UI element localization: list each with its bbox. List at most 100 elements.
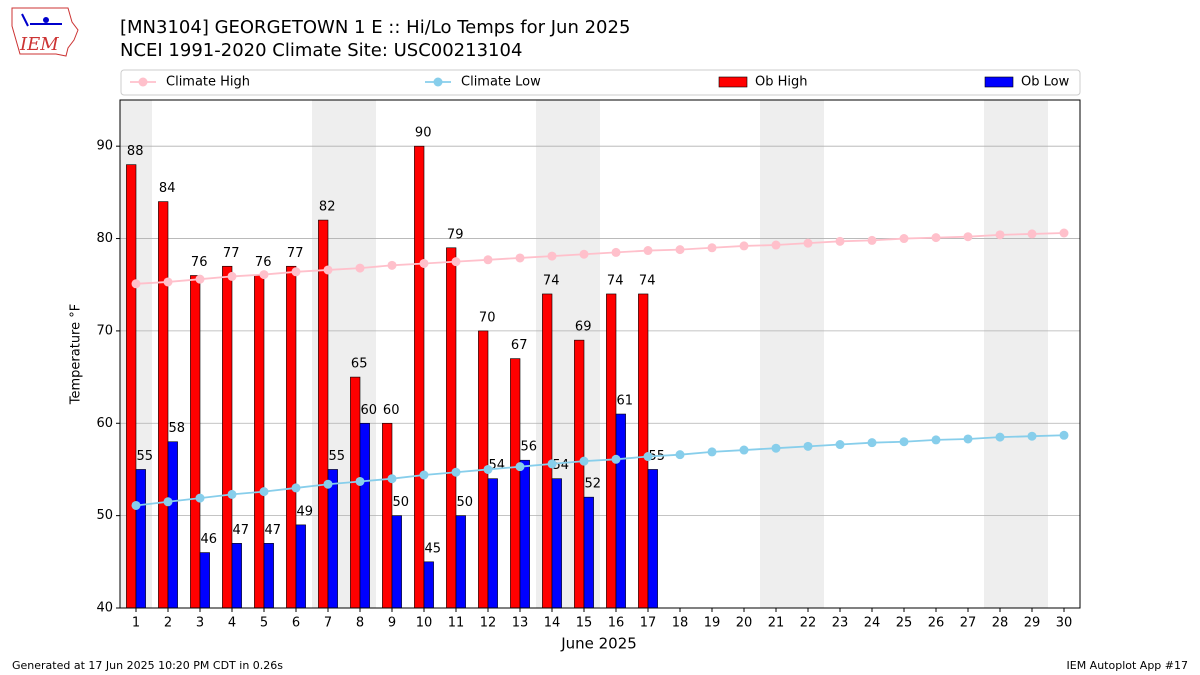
bar xyxy=(359,422,370,609)
data-label: 90 xyxy=(415,126,432,141)
bar xyxy=(135,469,146,609)
line-point xyxy=(227,489,237,499)
bar xyxy=(519,459,530,609)
data-label: 65 xyxy=(351,357,368,372)
line-point xyxy=(707,243,717,253)
data-label: 74 xyxy=(639,273,656,288)
line-point xyxy=(995,230,1005,240)
line-point xyxy=(291,267,301,277)
line-point xyxy=(355,263,365,273)
weekend-shade xyxy=(760,100,824,608)
legend-label: Ob Low xyxy=(1021,75,1070,90)
line-point xyxy=(419,258,429,268)
line-point xyxy=(323,479,333,489)
bar xyxy=(254,275,265,609)
line-point xyxy=(1059,430,1069,440)
x-tick-label: 6 xyxy=(292,616,300,631)
line-point xyxy=(803,441,813,451)
bar xyxy=(286,265,297,609)
line-point xyxy=(515,462,525,472)
line-point xyxy=(195,493,205,503)
bar xyxy=(350,376,361,609)
x-tick-label: 27 xyxy=(960,616,977,631)
data-label: 74 xyxy=(607,273,624,288)
line-point xyxy=(483,464,493,474)
line-point xyxy=(899,437,909,447)
data-label: 77 xyxy=(287,246,304,261)
chart-subtitle: NCEI 1991-2020 Climate Site: USC00213104 xyxy=(120,40,522,61)
line-point xyxy=(547,251,557,261)
bar xyxy=(263,543,274,609)
data-label: 61 xyxy=(617,394,634,409)
bar xyxy=(222,265,233,609)
bar xyxy=(551,478,562,609)
line-point xyxy=(739,445,749,455)
line-point xyxy=(899,234,909,244)
line-point xyxy=(835,236,845,246)
weekend-shade xyxy=(984,100,1048,608)
data-label: 52 xyxy=(585,477,602,492)
data-label: 46 xyxy=(201,532,218,547)
data-label: 70 xyxy=(479,310,496,325)
line-point xyxy=(131,279,141,289)
data-label: 84 xyxy=(159,181,176,196)
x-tick-label: 20 xyxy=(736,616,753,631)
y-axis-label: Temperature °F xyxy=(69,304,84,405)
line-point xyxy=(227,271,237,281)
bar xyxy=(167,441,178,609)
line-point xyxy=(739,241,749,251)
x-tick-label: 10 xyxy=(416,616,433,631)
x-tick-label: 17 xyxy=(640,616,657,631)
bar xyxy=(510,358,521,609)
x-tick-label: 28 xyxy=(992,616,1009,631)
line-point xyxy=(163,277,173,287)
bar xyxy=(615,413,626,609)
x-tick-label: 30 xyxy=(1056,616,1073,631)
line-point xyxy=(803,238,813,248)
x-axis-label: June 2025 xyxy=(560,635,637,653)
line-point xyxy=(1059,228,1069,238)
line xyxy=(135,232,1065,285)
line-point xyxy=(291,483,301,493)
bar xyxy=(423,561,434,609)
data-label: 55 xyxy=(329,449,346,464)
x-tick-label: 19 xyxy=(704,616,721,631)
line-point xyxy=(995,432,1005,442)
legend-label: Ob High xyxy=(755,75,808,90)
x-tick-label: 5 xyxy=(260,616,268,631)
bar xyxy=(190,275,201,609)
data-label: 49 xyxy=(297,504,314,519)
line-point xyxy=(547,459,557,469)
line-point xyxy=(259,270,269,280)
data-label: 47 xyxy=(233,523,250,538)
bar xyxy=(158,201,169,609)
line-point xyxy=(611,247,621,257)
legend-label: Climate Low xyxy=(461,75,541,90)
x-tick-label: 8 xyxy=(356,616,364,631)
x-tick-label: 11 xyxy=(448,616,465,631)
x-tick-label: 26 xyxy=(928,616,945,631)
y-tick-label: 50 xyxy=(96,508,113,523)
y-tick-label: 40 xyxy=(96,601,113,616)
x-tick-label: 29 xyxy=(1024,616,1041,631)
bar xyxy=(414,145,425,609)
line-point xyxy=(323,265,333,275)
line-point xyxy=(579,456,589,466)
footer-left: Generated at 17 Jun 2025 10:20 PM CDT in… xyxy=(12,659,283,672)
line-point xyxy=(355,476,365,486)
bar xyxy=(231,543,242,609)
y-tick-label: 70 xyxy=(96,323,113,338)
line-point xyxy=(771,443,781,453)
line-point xyxy=(643,452,653,462)
line-point xyxy=(483,255,493,265)
line-point xyxy=(931,233,941,243)
legend-swatch xyxy=(718,76,748,88)
bar xyxy=(391,515,402,609)
bar xyxy=(647,469,658,609)
line-point xyxy=(419,470,429,480)
data-label: 60 xyxy=(361,403,378,418)
y-tick-label: 60 xyxy=(96,416,113,431)
line xyxy=(135,434,1065,507)
line-point xyxy=(163,497,173,507)
